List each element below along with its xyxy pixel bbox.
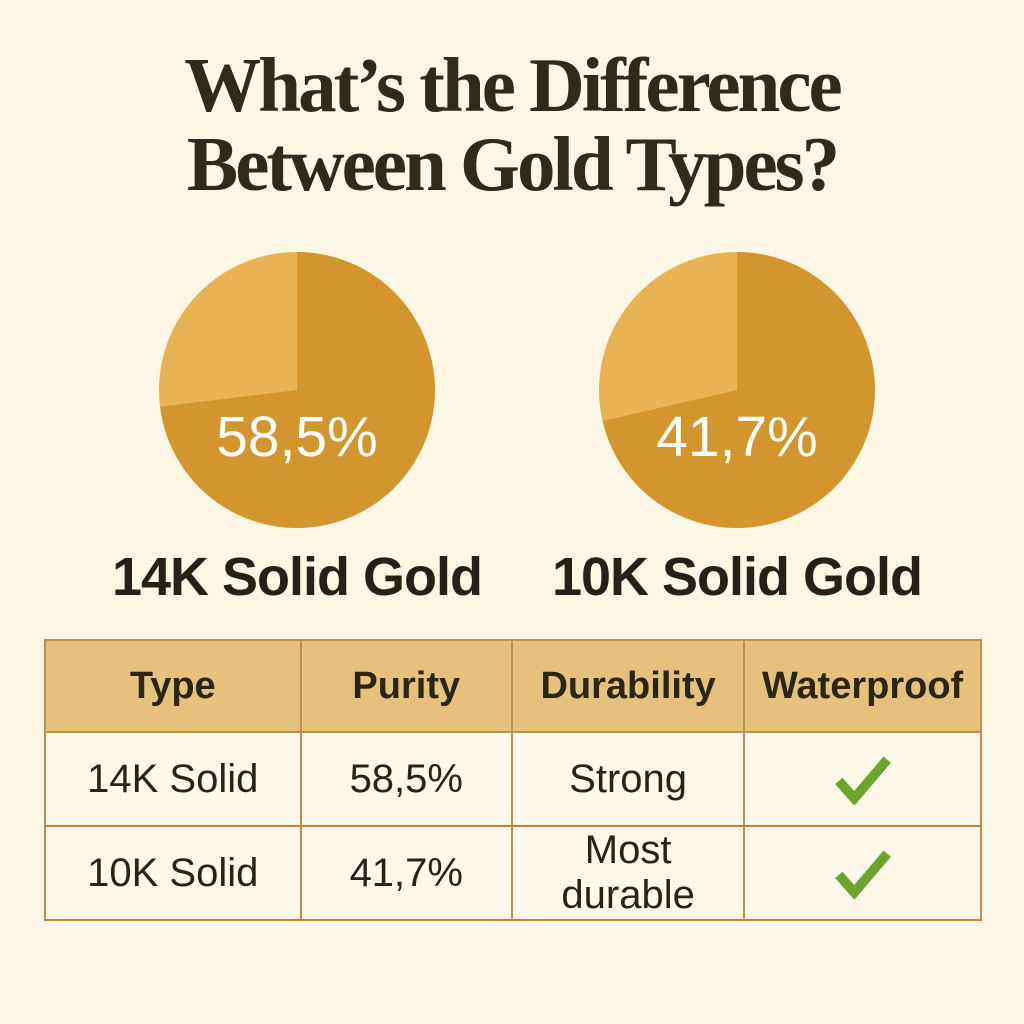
checkmark-icon xyxy=(834,756,891,805)
column-header-waterproof: Waterproof xyxy=(743,639,982,733)
cell-durability-14k: Strong xyxy=(511,731,746,827)
column-header-type: Type xyxy=(44,639,302,733)
pie-chart-14k-solid-gold: 58,5% xyxy=(159,252,435,528)
cell-purity-10k: 41,7% xyxy=(299,825,514,921)
column-header-purity: Purity xyxy=(299,639,514,733)
cell-type-10k: 10K Solid xyxy=(44,825,302,921)
pie-section-14k: 58,5% 14K Solid Gold xyxy=(112,252,483,607)
cell-durability-10k: Most durable xyxy=(511,825,746,921)
comparison-table: Type Purity Durability Waterproof 14K So… xyxy=(44,639,982,921)
pie-percentage-label-10k: 41,7% xyxy=(656,404,818,469)
column-header-durability: Durability xyxy=(511,639,746,733)
table-header-row: Type Purity Durability Waterproof xyxy=(44,639,982,733)
page-title-line2: Between Gold Types? xyxy=(186,120,840,207)
table-row-10k: 10K Solid 41,7% Most durable xyxy=(44,825,982,921)
page-title: What’s the Difference Between Gold Types… xyxy=(0,46,1024,203)
cell-type-14k: 14K Solid xyxy=(44,731,302,827)
page-title-line1: What’s the Difference xyxy=(184,42,842,128)
pie-caption-10k: 10K Solid Gold xyxy=(551,547,923,607)
pie-percentage-label-14k: 58,5% xyxy=(216,404,378,469)
pie-section-10k: 41,7% 10K Solid Gold xyxy=(552,252,923,607)
checkmark-icon xyxy=(834,850,891,899)
cell-purity-14k: 58,5% xyxy=(299,731,514,827)
pie-chart-10k-solid-gold: 41,7% xyxy=(599,252,875,528)
table-row-14k: 14K Solid 58,5% Strong xyxy=(44,731,982,827)
pie-caption-14k: 14K Solid Gold xyxy=(111,547,483,607)
cell-waterproof-10k xyxy=(743,825,982,921)
cell-waterproof-14k xyxy=(743,731,982,827)
